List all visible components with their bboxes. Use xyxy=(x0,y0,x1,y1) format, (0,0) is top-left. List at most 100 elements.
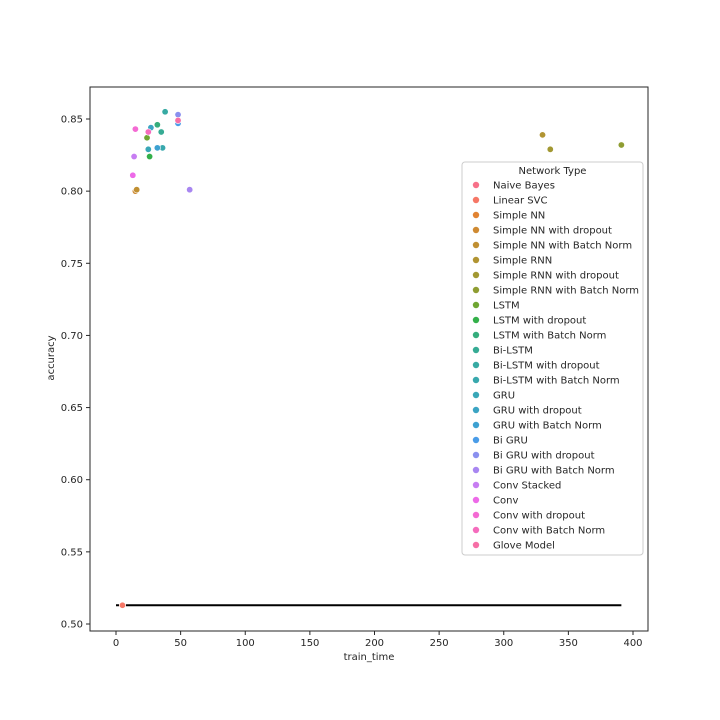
legend-marker-icon xyxy=(472,541,480,549)
legend-marker-icon xyxy=(472,466,480,474)
legend-item: Simple RNN with Batch Norm xyxy=(472,286,639,297)
legend-label: Simple RNN with dropout xyxy=(493,271,619,282)
legend-item: Conv Stacked xyxy=(472,481,561,492)
legend-label: Bi-LSTM with Batch Norm xyxy=(493,376,620,387)
data-point xyxy=(153,121,161,129)
data-point xyxy=(146,153,154,161)
axes-frame xyxy=(89,86,649,632)
data-point xyxy=(129,171,137,179)
y-tick-label: 0.65 xyxy=(61,403,83,414)
legend-marker-icon xyxy=(472,316,480,324)
legend-label: Glove Model xyxy=(493,541,555,552)
legend-label: GRU with dropout xyxy=(493,406,582,417)
legend-item: Glove Model xyxy=(472,541,555,552)
legend-item: Bi-LSTM with dropout xyxy=(472,361,600,372)
legend-label: Conv with Batch Norm xyxy=(493,526,605,537)
legend-label: GRU xyxy=(493,391,515,402)
legend-item: Simple NN xyxy=(472,211,545,222)
data-point xyxy=(174,111,182,119)
legend-marker-icon xyxy=(472,241,480,249)
y-tick-label: 0.70 xyxy=(61,331,83,342)
legend-item: Linear SVC xyxy=(472,196,547,207)
x-tick-label: 400 xyxy=(623,638,642,649)
legend-label: Bi-LSTM xyxy=(493,346,533,357)
data-point xyxy=(546,145,554,153)
legend-item: GRU xyxy=(472,391,515,402)
data-point xyxy=(144,128,152,136)
legend-box xyxy=(461,161,644,556)
legend-item: LSTM with dropout xyxy=(472,316,586,327)
data-point xyxy=(144,145,152,153)
data-point xyxy=(174,116,182,124)
legend-marker-icon xyxy=(472,511,480,519)
y-axis: 0.50 0.55 0.60 0.65 0.70 0.75 0.80 0.85 xyxy=(61,115,90,631)
legend-marker-icon xyxy=(472,181,480,189)
legend-marker-icon xyxy=(472,481,480,489)
legend-marker-icon xyxy=(472,451,480,459)
legend-label: Simple NN xyxy=(493,211,545,222)
x-axis: 0 50 100 150 200 250 300 350 400 xyxy=(113,631,643,649)
legend-label: Conv with dropout xyxy=(493,511,585,522)
y-tick-label: 0.55 xyxy=(61,547,83,558)
legend-label: Simple NN with dropout xyxy=(493,226,612,237)
legend-item: Simple RNN with dropout xyxy=(472,271,619,282)
data-point xyxy=(133,186,141,194)
plot-area xyxy=(89,86,649,632)
legend-marker-icon xyxy=(472,526,480,534)
legend-label: Simple RNN xyxy=(493,256,552,267)
legend-marker-icon xyxy=(472,361,480,369)
legend-title: Network Type xyxy=(519,166,587,177)
x-tick-label: 200 xyxy=(365,638,384,649)
legend-label: LSTM with dropout xyxy=(493,316,586,327)
legend-item: Conv with Batch Norm xyxy=(472,526,605,537)
data-point xyxy=(186,186,194,194)
data-point xyxy=(157,128,165,136)
legend-label: Bi GRU with dropout xyxy=(493,451,595,462)
legend-item: Simple RNN xyxy=(472,256,552,267)
legend-item: Bi GRU with Batch Norm xyxy=(472,466,615,477)
legend-label: Conv Stacked xyxy=(493,481,561,492)
legend-label: Simple NN with Batch Norm xyxy=(493,241,632,252)
legend-marker-icon xyxy=(472,331,480,339)
legend-label: Linear SVC xyxy=(493,196,547,207)
x-tick-label: 250 xyxy=(430,638,449,649)
legend-marker-icon xyxy=(472,421,480,429)
y-tick-label: 0.75 xyxy=(61,259,83,270)
legend-label: Bi-LSTM with dropout xyxy=(493,361,600,372)
x-tick-label: 300 xyxy=(494,638,513,649)
data-point xyxy=(539,131,547,139)
x-tick-label: 0 xyxy=(113,638,119,649)
data-point xyxy=(617,141,625,149)
legend-marker-icon xyxy=(472,301,480,309)
legend-marker-icon xyxy=(472,406,480,414)
legend-item: LSTM xyxy=(472,301,520,312)
legend-item: Bi-LSTM with Batch Norm xyxy=(472,376,620,387)
legend: Network Type Naive Bayes Linear SVC Simple … xyxy=(461,161,644,556)
legend-marker-icon xyxy=(472,256,480,264)
data-point xyxy=(118,601,126,609)
data-point xyxy=(130,153,138,161)
legend-marker-icon xyxy=(472,211,480,219)
legend-marker-icon xyxy=(472,436,480,444)
legend-marker-icon xyxy=(472,346,480,354)
legend-item: LSTM with Batch Norm xyxy=(472,331,606,342)
y-axis-label: accuracy xyxy=(46,335,57,380)
legend-label: Conv xyxy=(493,496,518,507)
legend-label: Simple RNN with Batch Norm xyxy=(493,286,639,297)
legend-label: LSTM with Batch Norm xyxy=(493,331,606,342)
legend-item: Conv xyxy=(472,496,518,507)
legend-item: Conv with dropout xyxy=(472,511,585,522)
legend-label: Bi GRU xyxy=(493,436,528,447)
legend-item: Bi-LSTM xyxy=(472,346,533,357)
legend-marker-icon xyxy=(472,286,480,294)
y-tick-label: 0.60 xyxy=(61,475,83,486)
legend-marker-icon xyxy=(472,196,480,204)
legend-marker-icon xyxy=(472,391,480,399)
legend-label: Bi GRU with Batch Norm xyxy=(493,466,615,477)
x-axis-label: train_time xyxy=(344,652,395,663)
legend-item: Bi GRU with dropout xyxy=(472,451,595,462)
legend-item: Naive Bayes xyxy=(472,181,555,192)
legend-item: GRU with dropout xyxy=(472,406,582,417)
x-tick-label: 50 xyxy=(174,638,187,649)
